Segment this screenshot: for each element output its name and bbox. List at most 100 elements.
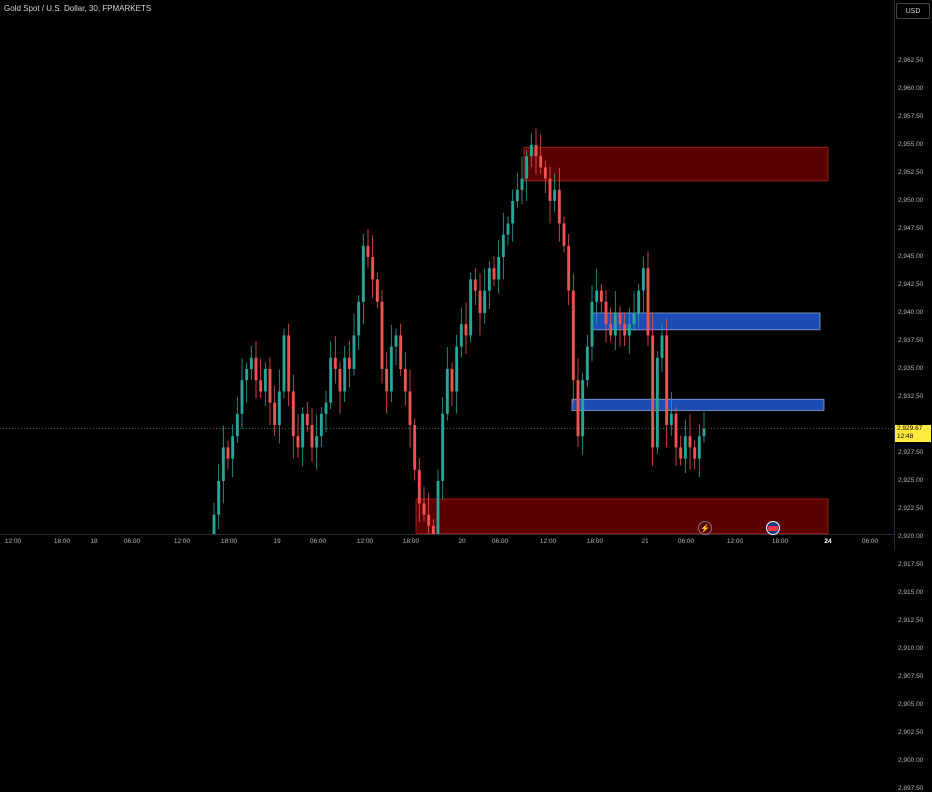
- time-tick-label: 12:00: [173, 538, 191, 545]
- candle-body: [319, 413, 323, 437]
- candle-body: [371, 257, 375, 280]
- time-tick-label: 12:00: [4, 538, 22, 545]
- candle-body: [553, 189, 557, 201]
- current-price-label: 2,929.67 12:48: [895, 424, 931, 442]
- time-tick-label: 18:00: [402, 538, 420, 545]
- candle-body: [385, 369, 389, 392]
- time-axis[interactable]: 12:00 18:00 18 06:00 12:00 18:00 19 06:00 12:00 1…: [0, 534, 894, 551]
- candle-body: [651, 335, 655, 448]
- lightning-icon[interactable]: ⚡: [698, 521, 712, 535]
- price-axis[interactable]: 2,962.50 2,960.00 2,957.50 2,955.00 2,952.50…: [894, 0, 932, 792]
- candle-body: [347, 357, 351, 369]
- time-tick-label: 12:00: [726, 538, 744, 545]
- candle-body: [310, 425, 314, 448]
- candle-body: [417, 469, 421, 504]
- candle-body: [254, 357, 258, 381]
- time-tick-label: 20: [458, 538, 466, 545]
- candle-body: [240, 380, 244, 414]
- price-tick-label: 2,900.00: [898, 757, 924, 764]
- price-tick-label: 2,925.00: [898, 477, 924, 484]
- currency-button[interactable]: USD: [896, 3, 930, 19]
- candle-body: [595, 290, 599, 302]
- price-chart[interactable]: [0, 0, 894, 534]
- candle-body: [263, 369, 267, 392]
- candle-body: [277, 391, 281, 425]
- candle-body: [688, 436, 692, 448]
- candle-body: [557, 189, 561, 224]
- candle-body: [282, 335, 286, 392]
- level-zone[interactable]: [591, 312, 821, 331]
- price-tick-label: 2,960.00: [898, 85, 924, 92]
- supply-zone[interactable]: [523, 146, 829, 182]
- candle-body: [562, 223, 566, 246]
- candle-body: [431, 525, 435, 534]
- candle-body: [413, 425, 417, 470]
- candle-body: [394, 335, 398, 347]
- candle-body: [604, 301, 608, 325]
- candle-body: [333, 357, 337, 369]
- candle-body: [623, 324, 627, 336]
- candle-body: [683, 436, 687, 459]
- demand-zone[interactable]: [415, 498, 829, 534]
- price-tick-label: 2,905.00: [898, 701, 924, 708]
- price-tick-label: 2,902.50: [898, 729, 924, 736]
- time-tick-label: 12:00: [539, 538, 557, 545]
- time-tick-label: 06:00: [123, 538, 141, 545]
- candle-body: [249, 357, 253, 369]
- candle-body: [655, 357, 659, 448]
- bar-countdown: 12:48: [897, 432, 914, 440]
- candle-body: [543, 167, 547, 179]
- candle-body: [581, 380, 585, 437]
- candle-body: [408, 391, 412, 425]
- candle-body: [571, 290, 575, 381]
- time-tick-label: 18:00: [586, 538, 604, 545]
- candle-body: [212, 514, 216, 534]
- candle-body: [590, 301, 594, 347]
- candle-body: [702, 428, 706, 437]
- price-tick-label: 2,957.50: [898, 113, 924, 120]
- candle-body: [375, 279, 379, 302]
- candle-body: [343, 357, 347, 392]
- candle-body: [366, 245, 370, 257]
- candle-body: [669, 413, 673, 425]
- symbol-title: Gold Spot / U.S. Dollar, 30, FPMARKETS: [4, 4, 152, 13]
- chart-area[interactable]: Gold Spot / U.S. Dollar, 30, FPMARKETS: [0, 0, 894, 534]
- time-tick-label: 06:00: [861, 538, 879, 545]
- price-tick-label: 2,932.50: [898, 393, 924, 400]
- price-tick-label: 2,935.00: [898, 365, 924, 372]
- candle-body: [235, 413, 239, 437]
- candle-body: [506, 223, 510, 235]
- candle-body: [646, 268, 650, 336]
- candle-body: [697, 436, 701, 459]
- candle-body: [287, 335, 291, 392]
- candle-body: [613, 313, 617, 336]
- time-tick-label: 06:00: [491, 538, 509, 545]
- candle-body: [511, 201, 515, 224]
- candle-body: [464, 324, 468, 336]
- candle-body: [273, 402, 277, 425]
- candle-body: [473, 279, 477, 291]
- price-tick-label: 2,910.00: [898, 645, 924, 652]
- candle-body: [585, 346, 589, 381]
- candle-body: [487, 268, 491, 291]
- candle-body: [291, 391, 295, 437]
- time-tick-label: 24: [824, 538, 832, 545]
- candle-body: [226, 447, 230, 459]
- candle-body: [427, 514, 431, 526]
- candle-body: [422, 503, 426, 515]
- level-zone[interactable]: [571, 398, 825, 411]
- candle-body: [301, 413, 305, 448]
- us-flag-icon[interactable]: [766, 521, 780, 535]
- candle-body: [441, 413, 445, 481]
- candle-body: [436, 481, 440, 534]
- candle-body: [445, 369, 449, 414]
- candle-body: [515, 189, 519, 201]
- candle-body: [548, 178, 552, 201]
- price-tick-label: 2,922.50: [898, 505, 924, 512]
- price-tick-label: 2,915.00: [898, 589, 924, 596]
- candle-body: [469, 279, 473, 336]
- candle-body: [296, 436, 300, 448]
- candle-body: [483, 290, 487, 313]
- candle-body: [399, 335, 403, 369]
- candle-body: [632, 313, 636, 325]
